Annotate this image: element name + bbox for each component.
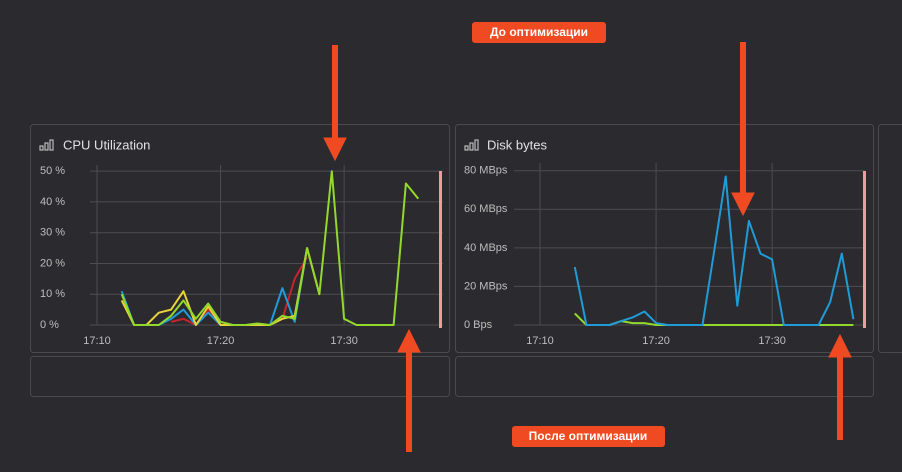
y-tick-label: 40 MBps xyxy=(464,242,508,254)
x-tick-label: 17:30 xyxy=(758,335,786,347)
y-tick-label: 40 % xyxy=(40,196,65,208)
plots: 0 % 10 % 20 % 30 % 40 % 50 % 17:10 17:20 17:30 0 … xyxy=(40,163,865,347)
y-tick-label: 20 MBps xyxy=(464,280,508,292)
badge xyxy=(512,426,665,447)
y-tick-label: 60 MBps xyxy=(464,203,508,215)
arrows xyxy=(323,42,852,452)
x-tick-label: 17:20 xyxy=(207,335,235,347)
cursor-marker xyxy=(439,171,442,328)
arrow-head xyxy=(323,137,347,162)
series-line xyxy=(573,175,855,326)
arrow-head xyxy=(397,328,421,353)
y-tick-label: 30 % xyxy=(40,227,65,239)
panel-icon xyxy=(464,139,479,151)
y-tick-label: 50 % xyxy=(40,165,65,177)
annotation: После оптимизации xyxy=(529,429,648,443)
series-line xyxy=(120,170,420,326)
y-tick-label: 10 % xyxy=(40,288,65,300)
panel-title: Disk bytes xyxy=(487,137,547,152)
y-tick-label: 0 % xyxy=(40,319,59,331)
x-tick-label: 17:20 xyxy=(642,335,670,347)
panel xyxy=(30,124,450,353)
panel-icon xyxy=(39,139,54,151)
annotation: До оптимизации xyxy=(490,25,588,39)
arrow-head xyxy=(731,192,755,217)
panel xyxy=(878,124,902,353)
panel xyxy=(30,356,450,397)
panel xyxy=(455,124,874,353)
cursor-marker xyxy=(863,171,866,328)
x-tick-label: 17:10 xyxy=(83,335,111,347)
x-tick-label: 17:10 xyxy=(526,335,554,347)
x-tick-label: 17:30 xyxy=(330,335,358,347)
y-tick-label: 0 Bps xyxy=(464,319,493,331)
panel-title: CPU Utilization xyxy=(63,137,150,152)
y-tick-label: 20 % xyxy=(40,257,65,269)
arrow-head xyxy=(828,333,852,358)
y-tick-label: 80 MBps xyxy=(464,165,508,177)
badge xyxy=(472,22,606,43)
panel xyxy=(455,356,874,397)
